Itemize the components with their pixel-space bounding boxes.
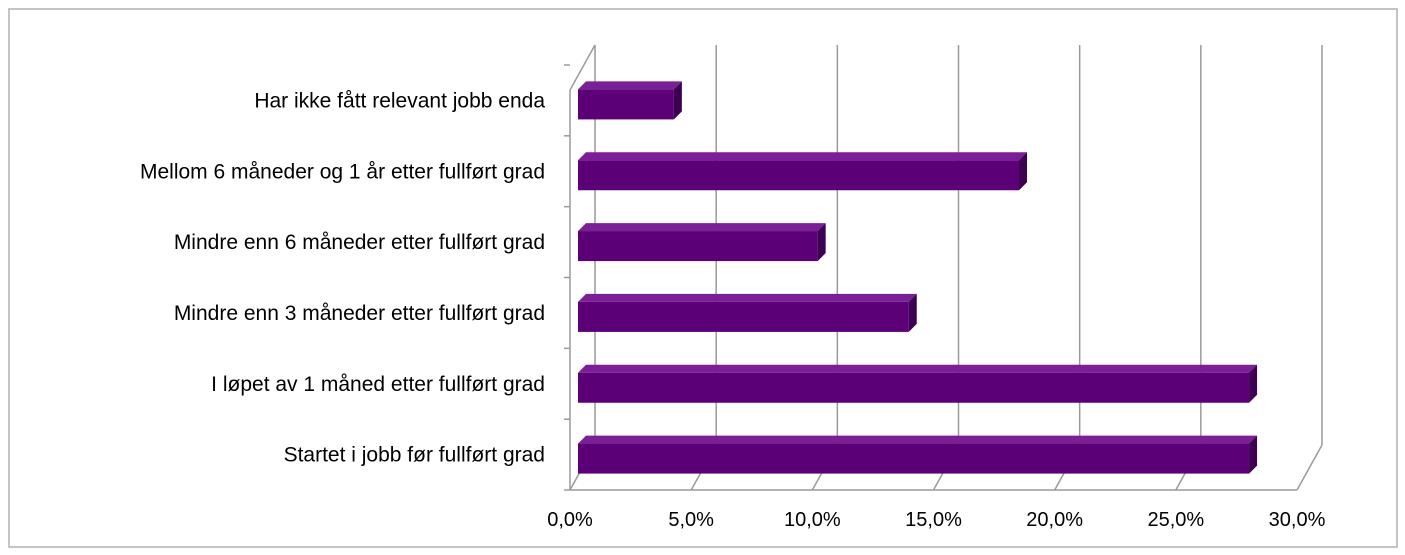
category-label: Startet i jobb før fullført grad bbox=[284, 444, 545, 467]
bar-side-face bbox=[817, 223, 826, 262]
bar-front-face bbox=[578, 301, 909, 332]
x-tick-label: 15,0% bbox=[905, 509, 962, 531]
bar-front-face bbox=[578, 89, 674, 120]
bar-top-face bbox=[578, 364, 1258, 373]
bar-top-face bbox=[578, 81, 682, 90]
bar bbox=[578, 293, 917, 332]
bar-side-face bbox=[908, 293, 917, 332]
bar bbox=[578, 152, 1027, 191]
bar-front-face bbox=[578, 372, 1250, 403]
bar-side-face bbox=[673, 81, 682, 120]
bar bbox=[578, 81, 682, 120]
x-tick-labels: 0,0% 5,0% 10,0% 15,0% 20,0% 25,0% 30,0% bbox=[547, 509, 1325, 531]
bar-side-face bbox=[1249, 364, 1258, 403]
x-tick-label: 25,0% bbox=[1147, 509, 1204, 531]
bars bbox=[578, 81, 1258, 474]
floor-gridline bbox=[1296, 444, 1323, 491]
bar bbox=[578, 435, 1258, 474]
bar-top-face bbox=[578, 435, 1258, 444]
category-label: Mellom 6 måneder og 1 år etter fullført … bbox=[140, 160, 545, 183]
bar-front-face bbox=[578, 160, 1019, 191]
bar-front-face bbox=[578, 443, 1250, 474]
x-tick-label: 10,0% bbox=[784, 509, 841, 531]
bar-top-face bbox=[578, 293, 917, 302]
bar-side-face bbox=[1018, 152, 1027, 191]
x-tick-label: 20,0% bbox=[1026, 509, 1083, 531]
bar-top-face bbox=[578, 223, 826, 232]
bar bbox=[578, 223, 826, 262]
category-label: Har ikke fått relevant jobb enda bbox=[254, 89, 545, 112]
x-tick-label: 0,0% bbox=[547, 509, 593, 531]
bar bbox=[578, 364, 1258, 403]
y-axis-top bbox=[569, 44, 596, 91]
bar-top-face bbox=[578, 152, 1027, 161]
category-label: I løpet av 1 måned etter fullført grad bbox=[211, 373, 545, 396]
category-labels: Startet i jobb før fullført grad I løpet … bbox=[140, 89, 545, 466]
category-label: Mindre enn 6 måneder etter fullført grad bbox=[174, 231, 545, 254]
axes bbox=[564, 44, 1297, 491]
x-tick-label: 5,0% bbox=[668, 509, 714, 531]
category-label: Mindre enn 3 måneder etter fullført grad bbox=[174, 302, 545, 325]
bar-front-face bbox=[578, 231, 818, 262]
x-tick-label: 30,0% bbox=[1269, 509, 1326, 531]
bar-side-face bbox=[1249, 435, 1258, 474]
